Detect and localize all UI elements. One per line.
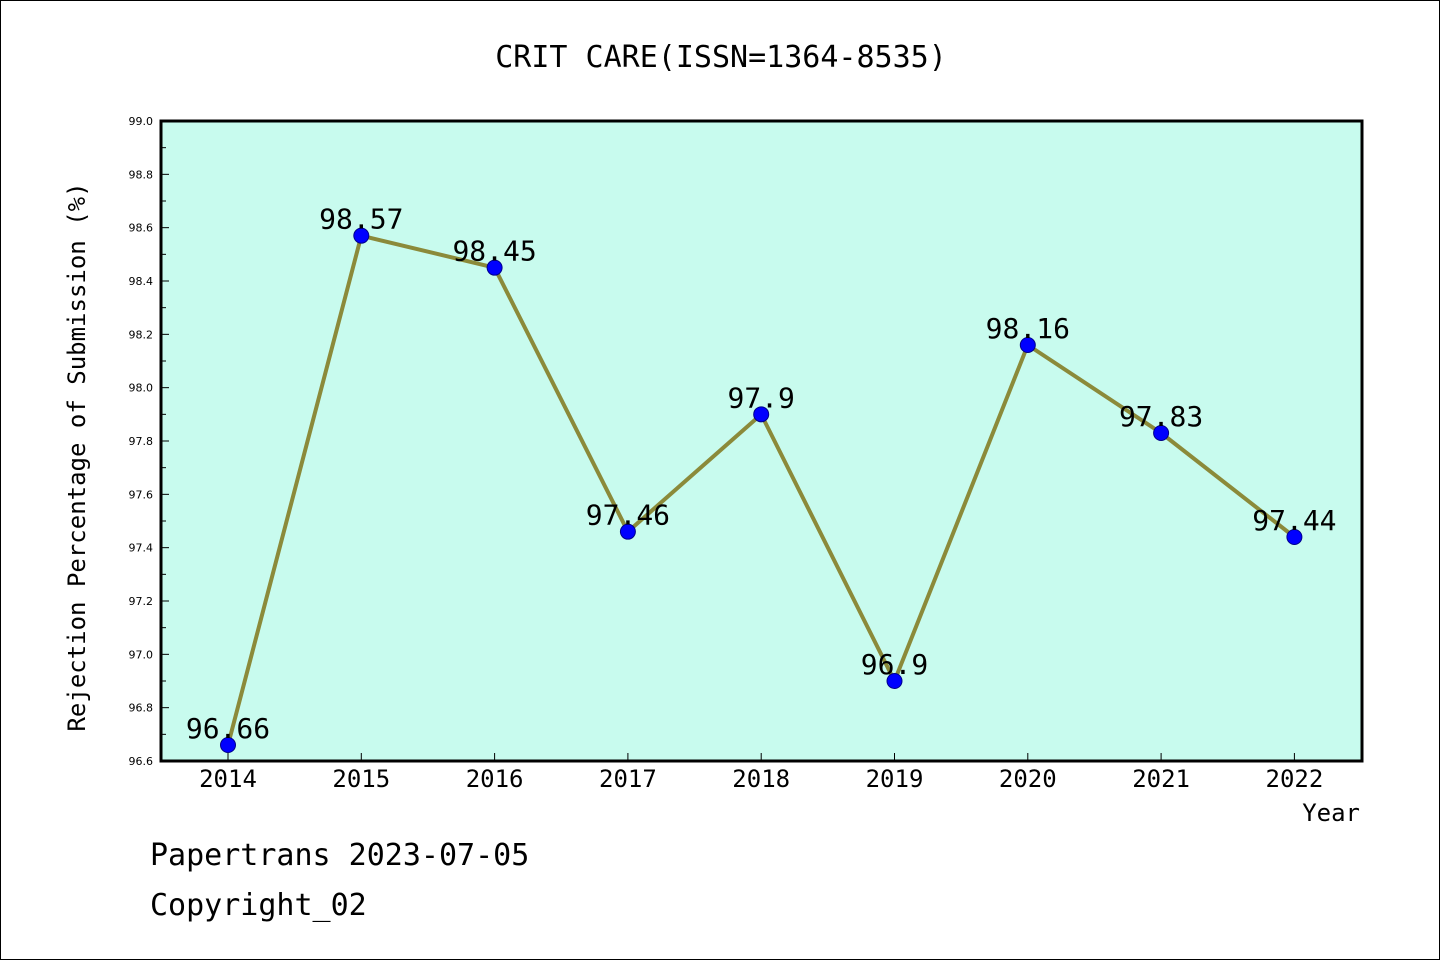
x-tick-label: 2021	[1132, 765, 1190, 793]
x-tick-label: 2015	[332, 765, 390, 793]
y-tick-label: 98.8	[129, 168, 154, 181]
data-point	[753, 406, 770, 423]
chart-title: CRIT CARE(ISSN=1364-8535)	[495, 40, 947, 75]
y-tick-label: 97.6	[129, 488, 154, 501]
x-tick-label: 2016	[466, 765, 524, 793]
y-tick-label: 99.0	[129, 115, 154, 128]
data-label: 98.45	[452, 235, 536, 268]
data-point	[353, 227, 370, 244]
data-label: 96.9	[861, 648, 928, 681]
data-label: 96.66	[186, 712, 270, 745]
y-tick-label: 97.8	[129, 435, 154, 448]
data-point	[1286, 529, 1303, 545]
data-point	[619, 523, 636, 540]
plot-area	[159, 119, 1364, 763]
y-tick-label: 98.0	[129, 382, 154, 395]
y-tick-label: 96.6	[129, 755, 154, 768]
data-label: 98.57	[319, 203, 403, 236]
footer-copyright: Copyright_02	[150, 888, 367, 923]
data-label: 97.9	[727, 381, 794, 414]
y-axis-label: Rejection Percentage of Submission (%)	[63, 182, 91, 731]
y-tick-label: 96.8	[129, 702, 154, 715]
y-tick-label: 97.2	[129, 595, 154, 608]
data-label: 97.46	[586, 499, 670, 532]
x-axis-label: Year	[1302, 799, 1360, 827]
data-point	[1019, 337, 1036, 353]
x-tick-label: 2018	[732, 765, 790, 793]
y-tick-label: 98.2	[129, 328, 154, 341]
data-series: 96.66 98.57 98.45 97.46 97.9 96.9 98.16 97.83 97…	[186, 203, 1337, 753]
y-tick-label: 98.4	[129, 275, 154, 288]
data-label: 98.16	[986, 312, 1070, 345]
x-tick-label: 2017	[599, 765, 657, 793]
y-tick-label: 97.4	[129, 542, 154, 555]
x-tick-label: 2014	[199, 765, 257, 793]
data-point	[486, 259, 503, 276]
x-tick-label: 2019	[866, 765, 924, 793]
data-point	[886, 673, 903, 689]
footer-watermark: Papertrans 2023-07-05	[150, 838, 529, 873]
x-axis: 2014 2015 2016 2017 2018 2019 2020 2021 2022	[199, 753, 1323, 793]
data-point	[220, 737, 236, 753]
x-tick-label: 2022	[1266, 765, 1324, 793]
data-point	[1153, 425, 1170, 441]
y-tick-label: 98.6	[129, 222, 154, 235]
y-axis: 96.6 96.8 97.0 97.2 97.4 97.6 97.8 98.0 98.2 98.4…	[129, 115, 169, 768]
data-label: 97.44	[1252, 504, 1336, 537]
y-tick-label: 97.0	[129, 648, 154, 661]
data-label: 97.83	[1119, 400, 1203, 433]
x-tick-label: 2020	[999, 765, 1057, 793]
